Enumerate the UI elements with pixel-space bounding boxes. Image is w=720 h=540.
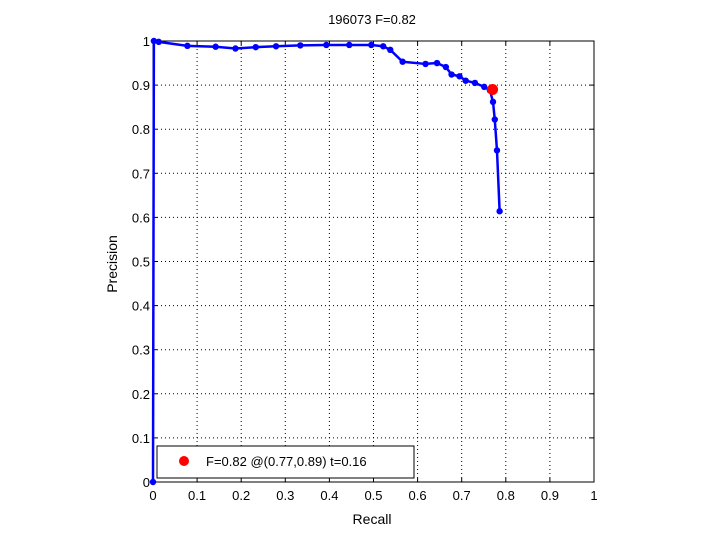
data-point — [212, 43, 219, 50]
data-point — [456, 73, 463, 80]
data-point — [422, 60, 429, 68]
best-f-point — [487, 84, 499, 96]
y-tick-label: 0.8 — [132, 122, 150, 137]
data-point — [155, 38, 162, 46]
data-point — [399, 58, 406, 65]
y-tick-label: 0.1 — [132, 431, 150, 446]
data-point — [471, 79, 479, 87]
x-tick-label: 0.7 — [453, 488, 471, 503]
y-tick-label: 0.4 — [132, 299, 150, 314]
data-point — [232, 45, 239, 52]
data-point — [442, 63, 450, 71]
x-tick-label: 0.2 — [232, 488, 250, 503]
y-tick-label: 0 — [143, 475, 150, 490]
x-axis-label: Recall — [353, 511, 392, 527]
x-tick-label: 0.3 — [276, 488, 294, 503]
data-point — [184, 42, 191, 50]
data-point — [272, 43, 280, 50]
x-tick-label: 1 — [590, 488, 597, 503]
x-tick-label: 0.1 — [188, 488, 206, 503]
x-tick-label: 0.8 — [497, 488, 515, 503]
data-point — [496, 208, 503, 215]
data-point — [149, 478, 157, 486]
y-axis-ticks: 0 0.1 0.2 0.3 0.4 0.5 0.6 0.7 0.8 0.9 1 — [132, 34, 594, 490]
data-point — [489, 98, 497, 106]
series-layer — [149, 37, 503, 486]
legend-box — [156, 445, 415, 479]
data-point — [323, 41, 330, 49]
y-tick-label: 0.5 — [132, 255, 150, 270]
y-tick-label: 0.9 — [132, 78, 150, 93]
y-tick-label: 0.3 — [132, 343, 150, 358]
x-tick-label: 0.9 — [541, 488, 559, 503]
grid-lines — [153, 41, 594, 482]
y-tick-label: 0.7 — [132, 166, 150, 181]
x-tick-label: 0 — [149, 488, 156, 503]
legend-label: F=0.82 @(0.77,0.89) t=0.16 — [206, 454, 367, 469]
data-point — [433, 59, 441, 67]
data-point — [346, 41, 353, 49]
data-point — [368, 41, 375, 49]
data-point — [380, 43, 387, 50]
data-point — [150, 37, 158, 45]
x-axis-ticks: 0 0.1 0.2 0.3 0.4 0.5 0.6 0.7 0.8 0.9 1 — [149, 41, 598, 503]
data-point — [252, 43, 259, 51]
data-point — [297, 42, 304, 49]
data-point — [448, 71, 455, 78]
x-tick-label: 0.6 — [409, 488, 427, 503]
data-point — [462, 77, 469, 84]
y-tick-label: 1 — [143, 34, 150, 49]
series-line — [151, 39, 501, 483]
data-point — [480, 83, 488, 91]
data-point — [493, 147, 501, 154]
y-tick-label: 0.2 — [132, 387, 150, 402]
y-tick-label: 0.6 — [132, 210, 150, 225]
y-axis-label: Precision — [104, 235, 120, 293]
legend-marker — [179, 456, 189, 466]
x-tick-label: 0.5 — [364, 488, 382, 503]
data-point — [387, 46, 394, 54]
chart-title: 196073 F=0.82 — [328, 12, 416, 27]
legend: F=0.82 @(0.77,0.89) t=0.16 — [156, 445, 415, 479]
data-point — [491, 116, 498, 123]
x-tick-label: 0.4 — [320, 488, 338, 503]
